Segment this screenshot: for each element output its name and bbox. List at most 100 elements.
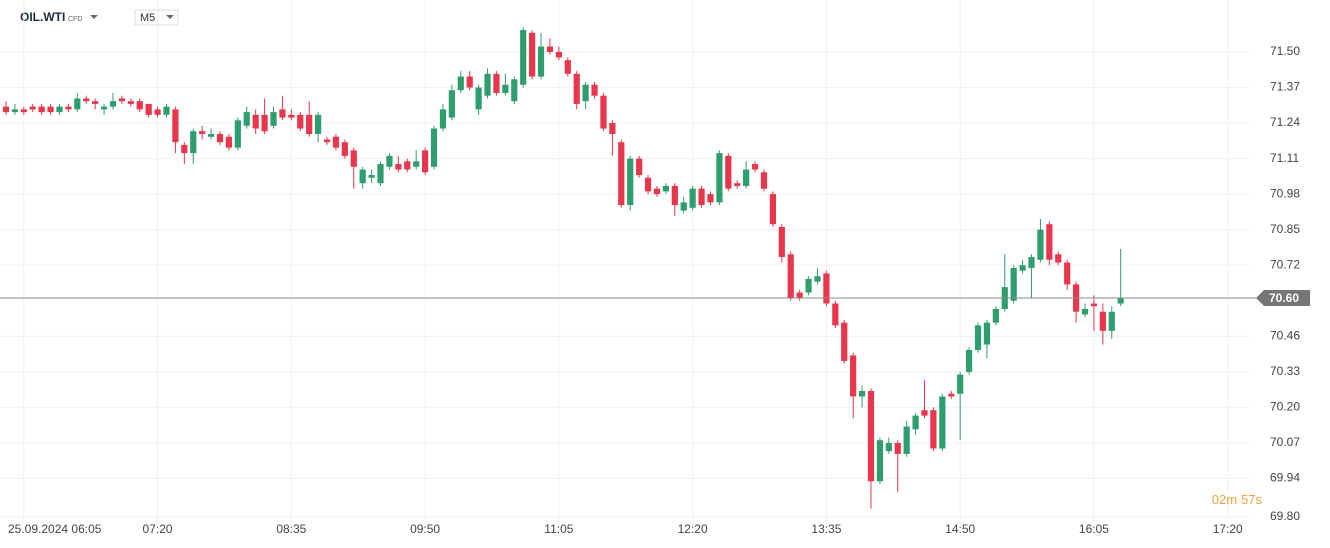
candle-body: [716, 153, 723, 203]
x-tick-label: 14:50: [945, 522, 975, 536]
current-price-label: 70.60: [1269, 291, 1299, 305]
candle-body: [636, 158, 643, 175]
candle-body: [546, 46, 554, 52]
candle-body: [600, 95, 607, 129]
candle-body: [912, 415, 919, 430]
candle-body: [413, 161, 420, 167]
candle-body: [707, 194, 714, 203]
candle-body: [769, 194, 777, 225]
y-tick-label: 71.24: [1270, 115, 1300, 129]
candle-body: [867, 391, 875, 482]
candle-body: [805, 278, 812, 293]
y-tick-label: 70.46: [1270, 329, 1300, 343]
candle-body: [1037, 229, 1044, 260]
candle-body: [270, 112, 277, 126]
candle-body: [591, 84, 598, 96]
candle-body: [520, 30, 527, 85]
candle-body: [1028, 257, 1035, 268]
candle-body: [662, 185, 669, 192]
candle-body: [814, 276, 821, 282]
candle-body: [100, 106, 108, 110]
candle-body: [671, 185, 678, 206]
candle-body: [493, 73, 500, 93]
candle-body: [858, 391, 866, 397]
candle-body: [38, 106, 45, 113]
candle-body: [823, 273, 830, 304]
candle-body: [377, 164, 384, 184]
candle-body: [992, 308, 999, 323]
candle-body: [983, 322, 991, 345]
candle-body: [207, 133, 215, 137]
candle-body: [921, 410, 928, 416]
candle-body: [743, 169, 750, 186]
candle-body: [502, 84, 509, 93]
candle-body: [555, 51, 562, 58]
candle-body: [511, 79, 518, 102]
candle-body: [154, 109, 161, 115]
candle-body: [1055, 254, 1062, 263]
y-tick-label: 70.85: [1270, 222, 1300, 236]
candle-body: [1108, 311, 1115, 331]
candle-body: [751, 164, 759, 170]
candle-body: [957, 374, 964, 394]
candle-body: [627, 158, 634, 206]
countdown: 02m 57s: [1212, 492, 1263, 507]
candle-body: [332, 136, 340, 148]
candle-body: [20, 109, 27, 113]
candle-body: [56, 106, 63, 113]
candle-body: [279, 109, 286, 118]
candle-body: [172, 109, 179, 143]
candle-body: [422, 150, 429, 173]
candle-body: [734, 183, 741, 186]
candle-body: [1099, 311, 1106, 331]
candle-body: [83, 98, 90, 102]
candle-body: [136, 101, 143, 110]
candle-body: [850, 355, 857, 397]
candle-body: [1019, 265, 1026, 271]
countdown-part: 02m: [1212, 492, 1237, 507]
candle-body: [466, 76, 473, 88]
candle-body: [609, 123, 616, 134]
candle-body: [564, 60, 571, 74]
instrument-type: CFD: [68, 16, 82, 23]
candle-body: [234, 120, 241, 148]
y-tick-label: 70.72: [1270, 257, 1300, 271]
candle-body: [760, 172, 768, 189]
candle-body: [74, 98, 81, 110]
candle-body: [644, 177, 652, 192]
candle-body: [199, 131, 206, 134]
candle-body: [894, 442, 901, 454]
candle-body: [698, 188, 705, 206]
y-tick-label: 69.80: [1270, 509, 1300, 523]
y-tick-label: 70.07: [1270, 435, 1300, 449]
candle-body: [341, 142, 348, 156]
candle-body: [680, 202, 687, 211]
candle-body: [448, 90, 455, 118]
candle-body: [109, 101, 117, 107]
x-tick-label: 17:20: [1213, 522, 1243, 536]
current-price-tag: [1256, 290, 1310, 307]
candle-body: [484, 73, 491, 96]
candle-body: [725, 155, 732, 189]
candle-body: [163, 106, 170, 115]
candle-body: [252, 114, 259, 129]
candle-body: [386, 155, 393, 167]
candle-body: [778, 226, 785, 258]
symbol-dropdown[interactable]: [90, 15, 98, 19]
candle-body: [216, 133, 224, 143]
x-tick-label: 12:20: [678, 522, 708, 536]
candle-body: [323, 139, 331, 143]
timeframe: M5: [140, 12, 155, 24]
candle-body: [297, 114, 304, 129]
candle-body: [2, 106, 10, 113]
candle-body: [1010, 267, 1017, 301]
timeframe-box[interactable]: [134, 9, 179, 26]
candle-body: [145, 103, 152, 115]
candle-body: [395, 164, 402, 170]
candle-body: [832, 303, 839, 326]
candle-body: [350, 150, 357, 167]
y-tick-label: 71.37: [1270, 80, 1300, 94]
y-tick-label: 69.94: [1270, 471, 1300, 485]
x-tick-label: 08:35: [276, 522, 306, 536]
symbol: OIL.WTI: [20, 10, 65, 24]
